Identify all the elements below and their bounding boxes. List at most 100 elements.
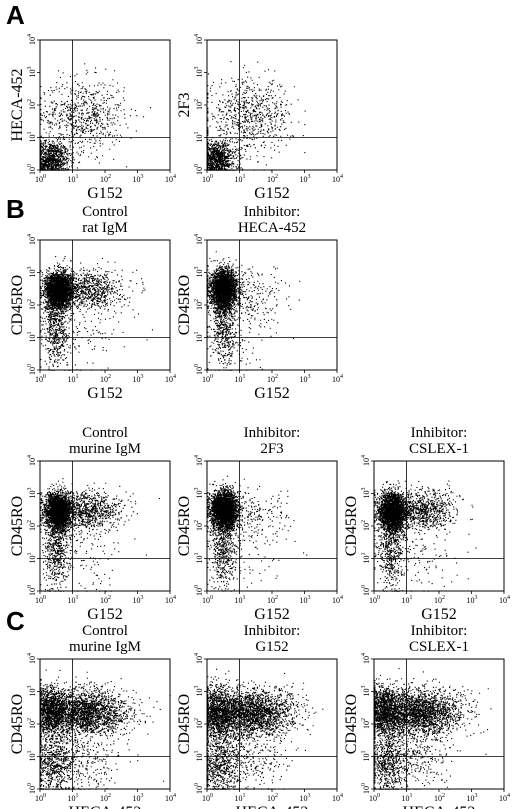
y-tick-label: 104 [27,234,37,245]
x-tick-label: 103 [467,793,478,803]
y-tick-label: 100 [361,783,371,794]
y-tick-label: 101 [194,132,204,143]
x-axis-label: G152 [87,185,123,202]
x-tick-label: 102 [100,793,111,803]
x-axis-label: HECA-452 [69,804,142,809]
x-tick-label: 103 [133,174,144,184]
plot-title-line: Inhibitor: [244,204,301,220]
y-tick-label: 100 [194,585,204,596]
x-tick-label: 100 [35,793,46,803]
y-tick-label: 103 [27,488,37,499]
plot-title-line: Inhibitor: [411,425,468,441]
plot-title-line: CSLEX-1 [409,639,469,655]
y-tick-label: 101 [194,553,204,564]
x-tick-label: 103 [300,793,311,803]
y-axis-label: CD45RO [176,275,193,335]
event-dots [207,61,306,171]
y-tick-label: 103 [361,488,371,499]
x-tick-label: 102 [100,174,111,184]
y-tick-label: 103 [361,686,371,697]
y-tick-label: 104 [27,34,37,45]
x-tick-label: 101 [402,793,413,803]
x-tick-label: 100 [202,174,213,184]
x-axis-label: HECA-452 [236,804,309,809]
x-axis-label: G152 [254,606,290,623]
plot-title-line: Inhibitor: [244,425,301,441]
y-tick-label: 101 [361,553,371,564]
y-tick-label: 104 [27,653,37,664]
y-axis-label: CD45RO [9,275,26,335]
x-tick-label: 101 [402,595,413,605]
x-tick-label: 104 [165,174,176,184]
x-tick-label: 100 [35,174,46,184]
event-dots [40,478,160,592]
y-tick-label: 102 [361,718,371,729]
x-tick-label: 101 [235,595,246,605]
y-tick-label: 102 [194,520,204,531]
x-tick-label: 104 [165,595,176,605]
y-tick-label: 103 [194,67,204,78]
plot-title-line: G152 [255,639,288,655]
y-tick-label: 101 [27,553,37,564]
x-tick-label: 102 [434,793,445,803]
y-tick-label: 103 [27,267,37,278]
x-tick-label: 103 [133,793,144,803]
plot-title-line: murine IgM [69,441,141,457]
y-axis-label: CD45RO [176,496,193,556]
x-axis-label: G152 [421,606,457,623]
x-tick-label: 103 [133,374,144,384]
event-dots [374,480,477,592]
x-tick-label: 100 [202,595,213,605]
y-tick-label: 102 [361,520,371,531]
y-tick-label: 100 [194,364,204,375]
event-dots [40,669,171,790]
event-dots [40,256,153,371]
x-tick-label: 101 [235,174,246,184]
x-tick-label: 102 [100,595,111,605]
x-axis-label: G152 [87,385,123,402]
x-axis-label: HECA-452 [403,804,476,809]
panel-letter-b: B [6,194,25,224]
y-axis-label: CD45RO [9,496,26,556]
x-tick-label: 104 [165,793,176,803]
y-tick-label: 103 [194,686,204,697]
x-tick-label: 100 [369,793,380,803]
y-axis-label: 2F3 [176,93,193,118]
y-tick-label: 100 [194,783,204,794]
y-tick-label: 103 [27,67,37,78]
y-axis-label: CD45RO [176,694,193,754]
y-tick-label: 101 [194,332,204,343]
y-tick-label: 101 [27,332,37,343]
y-tick-label: 104 [194,653,204,664]
panel-letter-a: A [6,0,25,30]
x-tick-label: 102 [267,793,278,803]
x-tick-label: 104 [499,595,510,605]
x-tick-label: 104 [499,793,510,803]
x-tick-label: 104 [332,595,343,605]
y-tick-label: 104 [194,34,204,45]
x-tick-label: 102 [267,595,278,605]
y-tick-label: 101 [361,751,371,762]
y-tick-label: 100 [361,585,371,596]
y-axis-label: CD45RO [9,694,26,754]
y-tick-label: 100 [27,164,37,175]
plot-title-line: Inhibitor: [244,623,301,639]
event-dots [374,668,492,790]
y-tick-label: 103 [194,267,204,278]
x-tick-label: 100 [35,374,46,384]
plot-title-line: Control [82,425,128,441]
x-tick-label: 101 [235,793,246,803]
y-axis-label: CD45RO [343,496,360,556]
y-tick-label: 100 [27,585,37,596]
y-tick-label: 101 [194,751,204,762]
plot-title-line: Control [82,204,128,220]
plot-title-line: HECA-452 [238,220,306,236]
y-tick-label: 100 [27,783,37,794]
x-tick-label: 101 [235,374,246,384]
